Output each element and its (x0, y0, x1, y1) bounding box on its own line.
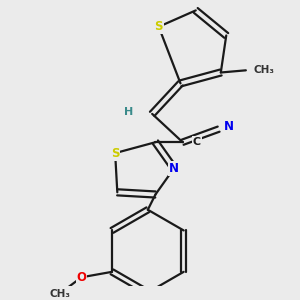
Text: C: C (193, 137, 201, 147)
Text: N: N (169, 162, 179, 175)
Text: S: S (154, 20, 163, 33)
Text: S: S (111, 147, 119, 160)
Text: CH₃: CH₃ (49, 289, 70, 298)
Text: N: N (224, 121, 234, 134)
Text: O: O (76, 271, 86, 284)
Text: H: H (124, 107, 133, 117)
Text: CH₃: CH₃ (254, 65, 274, 75)
